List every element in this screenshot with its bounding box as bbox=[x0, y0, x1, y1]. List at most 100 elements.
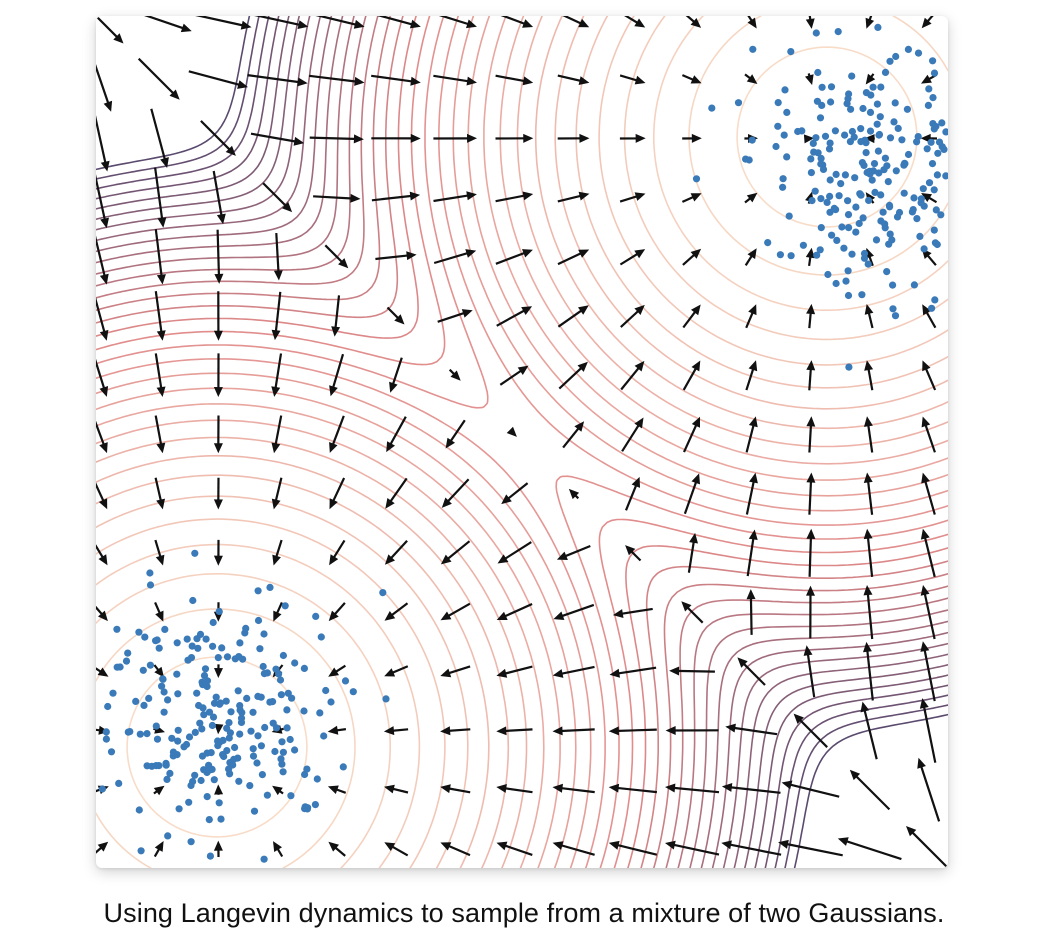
sample-point bbox=[869, 83, 877, 91]
sample-point bbox=[210, 776, 218, 784]
sample-point bbox=[927, 138, 935, 146]
score-arrow bbox=[921, 472, 936, 515]
score-arrow bbox=[625, 545, 642, 562]
sample-point bbox=[807, 155, 815, 163]
sample-point bbox=[942, 128, 948, 136]
score-arrow bbox=[746, 589, 756, 635]
sample-point bbox=[811, 187, 819, 195]
sample-point bbox=[903, 105, 912, 113]
sample-point bbox=[848, 127, 857, 136]
score-arrow bbox=[386, 416, 407, 453]
score-arrow bbox=[188, 70, 248, 89]
sample-point bbox=[191, 771, 199, 779]
score-arrow bbox=[552, 841, 595, 856]
sample-point bbox=[938, 119, 946, 127]
sample-point bbox=[827, 83, 836, 91]
sample-point bbox=[161, 625, 169, 634]
sample-point bbox=[300, 707, 308, 715]
score-arrow bbox=[440, 602, 471, 621]
sample-point bbox=[162, 759, 170, 768]
sample-point bbox=[254, 587, 262, 595]
sample-point bbox=[877, 83, 885, 91]
score-arrow bbox=[384, 842, 409, 857]
sample-point bbox=[249, 752, 258, 760]
sample-point bbox=[239, 655, 247, 663]
energy-contours bbox=[96, 16, 948, 868]
sample-point bbox=[883, 268, 891, 276]
sample-point bbox=[891, 312, 900, 320]
sample-point bbox=[891, 99, 899, 107]
score-arrow bbox=[665, 840, 720, 856]
sample-point bbox=[185, 798, 193, 806]
sample-point bbox=[734, 99, 743, 107]
score-arrow bbox=[619, 192, 646, 203]
score-arrow bbox=[496, 306, 533, 327]
score-arrow bbox=[371, 133, 421, 143]
sample-points bbox=[98, 23, 948, 863]
score-arrow bbox=[865, 247, 874, 267]
score-arrow bbox=[863, 585, 874, 640]
score-arrow bbox=[558, 361, 588, 390]
sample-point bbox=[832, 279, 840, 288]
sample-point bbox=[187, 838, 195, 846]
score-arrow bbox=[213, 291, 223, 341]
sample-point bbox=[935, 138, 944, 146]
sample-point bbox=[832, 170, 840, 178]
sample-point bbox=[223, 653, 232, 661]
score-arrow bbox=[721, 840, 782, 856]
sample-point bbox=[269, 698, 277, 706]
sample-point bbox=[214, 654, 222, 662]
sample-point bbox=[814, 149, 822, 157]
score-arrow bbox=[608, 726, 657, 736]
sample-point bbox=[247, 727, 255, 735]
sample-point bbox=[223, 724, 231, 732]
sample-point bbox=[291, 746, 299, 754]
sample-point bbox=[206, 852, 214, 860]
sample-point bbox=[855, 219, 863, 228]
sample-point bbox=[320, 732, 328, 740]
sample-point bbox=[261, 723, 269, 732]
sample-point bbox=[135, 806, 143, 814]
score-arrow bbox=[745, 360, 758, 391]
score-arrow bbox=[806, 303, 816, 329]
sample-point bbox=[844, 197, 852, 205]
score-arrow bbox=[309, 134, 364, 144]
sample-point bbox=[892, 52, 900, 61]
sample-point bbox=[313, 775, 321, 783]
score-arrow bbox=[806, 360, 816, 391]
sample-point bbox=[236, 730, 244, 738]
sample-point bbox=[799, 241, 808, 249]
energy-contour-line bbox=[96, 16, 948, 868]
energy-contour-line bbox=[96, 16, 948, 868]
score-arrow bbox=[329, 415, 345, 453]
sample-point bbox=[219, 736, 227, 745]
sample-point bbox=[209, 618, 217, 627]
sample-point bbox=[931, 296, 939, 304]
sample-point bbox=[934, 149, 942, 157]
sample-point bbox=[135, 628, 143, 636]
sample-point bbox=[279, 768, 287, 776]
score-arrow bbox=[921, 416, 936, 453]
score-arrow bbox=[213, 539, 223, 566]
sample-point bbox=[852, 203, 860, 211]
sample-point bbox=[779, 175, 787, 183]
energy-contour-line bbox=[96, 16, 948, 868]
sample-point bbox=[813, 97, 822, 105]
score-arrow bbox=[562, 421, 585, 449]
sample-point bbox=[928, 160, 937, 168]
sample-point bbox=[857, 125, 865, 133]
score-arrow bbox=[273, 233, 283, 281]
sample-point bbox=[279, 651, 287, 660]
score-arrow bbox=[96, 174, 109, 229]
sample-point bbox=[185, 733, 194, 741]
sample-point bbox=[193, 689, 201, 697]
score-arrow bbox=[495, 74, 534, 86]
figure-card bbox=[96, 16, 948, 868]
sample-point bbox=[930, 226, 938, 234]
score-arrow bbox=[376, 16, 421, 29]
score-arrow bbox=[154, 415, 166, 454]
sample-point bbox=[249, 708, 257, 716]
sample-point bbox=[231, 655, 239, 663]
sample-point bbox=[821, 132, 830, 140]
sample-point bbox=[862, 149, 870, 157]
